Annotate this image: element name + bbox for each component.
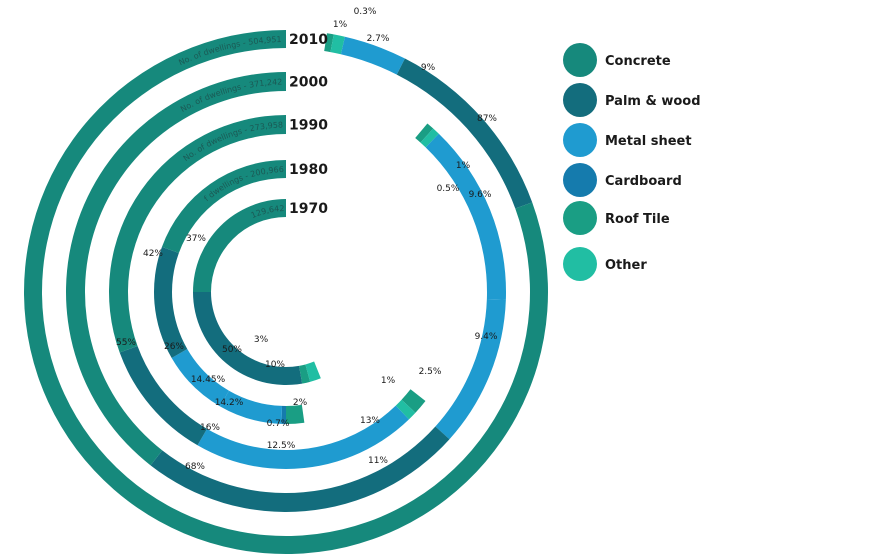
data-label-1970: 10% bbox=[265, 360, 285, 370]
data-label-1990: 2.5% bbox=[419, 367, 442, 377]
segment-1990-metal-sheet bbox=[197, 428, 286, 469]
legend-label-roof-tile: Roof Tile bbox=[605, 212, 670, 227]
segment-2010-palm-wood bbox=[396, 58, 533, 209]
legend: Concrete Palm & wood Metal sheet Cardboard R… bbox=[563, 43, 701, 281]
data-label-1970: 37% bbox=[186, 234, 206, 244]
segment-2010-metal-sheet bbox=[340, 36, 405, 75]
data-label-1970: 3% bbox=[254, 335, 269, 345]
segment-2010-other bbox=[330, 34, 345, 55]
segment-1980-palm-wood bbox=[153, 246, 188, 358]
legend-swatch-concrete bbox=[563, 43, 597, 77]
data-label-2000: 1% bbox=[456, 161, 471, 171]
segment-1990-metal-sheet bbox=[286, 405, 409, 469]
segment-1980-metal-sheet bbox=[220, 390, 283, 424]
data-label-1980: 14.45% bbox=[191, 375, 226, 385]
data-label-2010: 0.3% bbox=[354, 7, 377, 17]
data-label-2010: 9% bbox=[421, 63, 436, 73]
data-label-2010: 2.7% bbox=[367, 34, 390, 44]
segment-1990-other bbox=[395, 399, 416, 420]
segment-1980-roof-tile bbox=[286, 404, 305, 424]
data-label-2000: 9.4% bbox=[475, 332, 498, 342]
segment-1970-palm-wood bbox=[192, 292, 303, 386]
segment-1980-metal-sheet bbox=[171, 349, 229, 407]
data-label-2000: 9.6% bbox=[469, 190, 492, 200]
legend-swatch-cardboard bbox=[563, 163, 597, 197]
data-label-1980: 14.2% bbox=[215, 398, 244, 408]
legend-label-concrete: Concrete bbox=[605, 54, 671, 69]
data-label-1990: 55% bbox=[116, 338, 136, 348]
segment-1970-other bbox=[305, 361, 321, 382]
ring-1970: 10%3%50%37%129,642 bbox=[186, 199, 321, 386]
segment-2000-roof-tile bbox=[415, 123, 434, 143]
year-label-2000: 2000 bbox=[289, 75, 328, 91]
data-label-1980: 2% bbox=[293, 398, 308, 408]
rings-layer: 0.3%1%2.7%9%87%No. of dwellings - 504,95… bbox=[0, 0, 549, 554]
segment-2000-metal-sheet bbox=[435, 299, 506, 440]
data-label-1990: 16% bbox=[200, 423, 220, 433]
data-label-1980: 26% bbox=[164, 342, 184, 352]
ring-2010: 0.3%1%2.7%9%87%No. of dwellings - 504,95… bbox=[24, 7, 549, 554]
data-label-2010: 1% bbox=[333, 20, 348, 30]
legend-swatch-metal-sheet bbox=[563, 123, 597, 157]
year-label-1990: 1990 bbox=[289, 118, 328, 134]
legend-label-metal-sheet: Metal sheet bbox=[605, 134, 692, 149]
data-label-1990: 12.5% bbox=[267, 441, 296, 451]
legend-swatch-other bbox=[563, 247, 597, 281]
segment-1980-concrete bbox=[161, 160, 286, 254]
legend-label-cardboard: Cardboard bbox=[605, 174, 682, 189]
data-label-2000: 0.5% bbox=[437, 184, 460, 194]
legend-swatch-roof-tile bbox=[563, 201, 597, 235]
segment-1970-roof-tile bbox=[299, 364, 311, 384]
segment-1990-concrete bbox=[108, 114, 286, 353]
segment-2000-other bbox=[420, 128, 439, 148]
year-labels: 2010 2000 1990 1980 1970 bbox=[289, 32, 328, 217]
data-label-2010: 87% bbox=[477, 114, 497, 124]
segment-1970-concrete bbox=[193, 199, 286, 292]
segment-1980-cardboard bbox=[281, 405, 286, 424]
segment-2000-palm-wood bbox=[150, 426, 450, 513]
segment-2000-concrete bbox=[65, 72, 286, 466]
legend-label-other: Other bbox=[605, 258, 647, 273]
data-label-1990: 1% bbox=[381, 376, 396, 386]
year-label-1980: 1980 bbox=[289, 162, 328, 178]
legend-label-palm-wood: Palm & wood bbox=[605, 94, 701, 109]
year-label-2010: 2010 bbox=[289, 32, 328, 48]
segment-2000-metal-sheet bbox=[425, 133, 507, 300]
data-label-1980: 42% bbox=[143, 249, 163, 259]
year-label-1970: 1970 bbox=[289, 201, 328, 217]
data-label-2000: 68% bbox=[185, 462, 205, 472]
data-label-1990: 13% bbox=[360, 416, 380, 426]
legend-swatch-palm-wood bbox=[563, 83, 597, 117]
data-label-1970: 50% bbox=[222, 345, 242, 355]
data-label-1980: 0.7% bbox=[267, 419, 290, 429]
segment-1990-palm-wood bbox=[119, 346, 207, 446]
segment-2010-roof-tile bbox=[324, 33, 334, 53]
segment-1990-roof-tile bbox=[401, 389, 426, 413]
data-label-2000: 11% bbox=[368, 456, 388, 466]
